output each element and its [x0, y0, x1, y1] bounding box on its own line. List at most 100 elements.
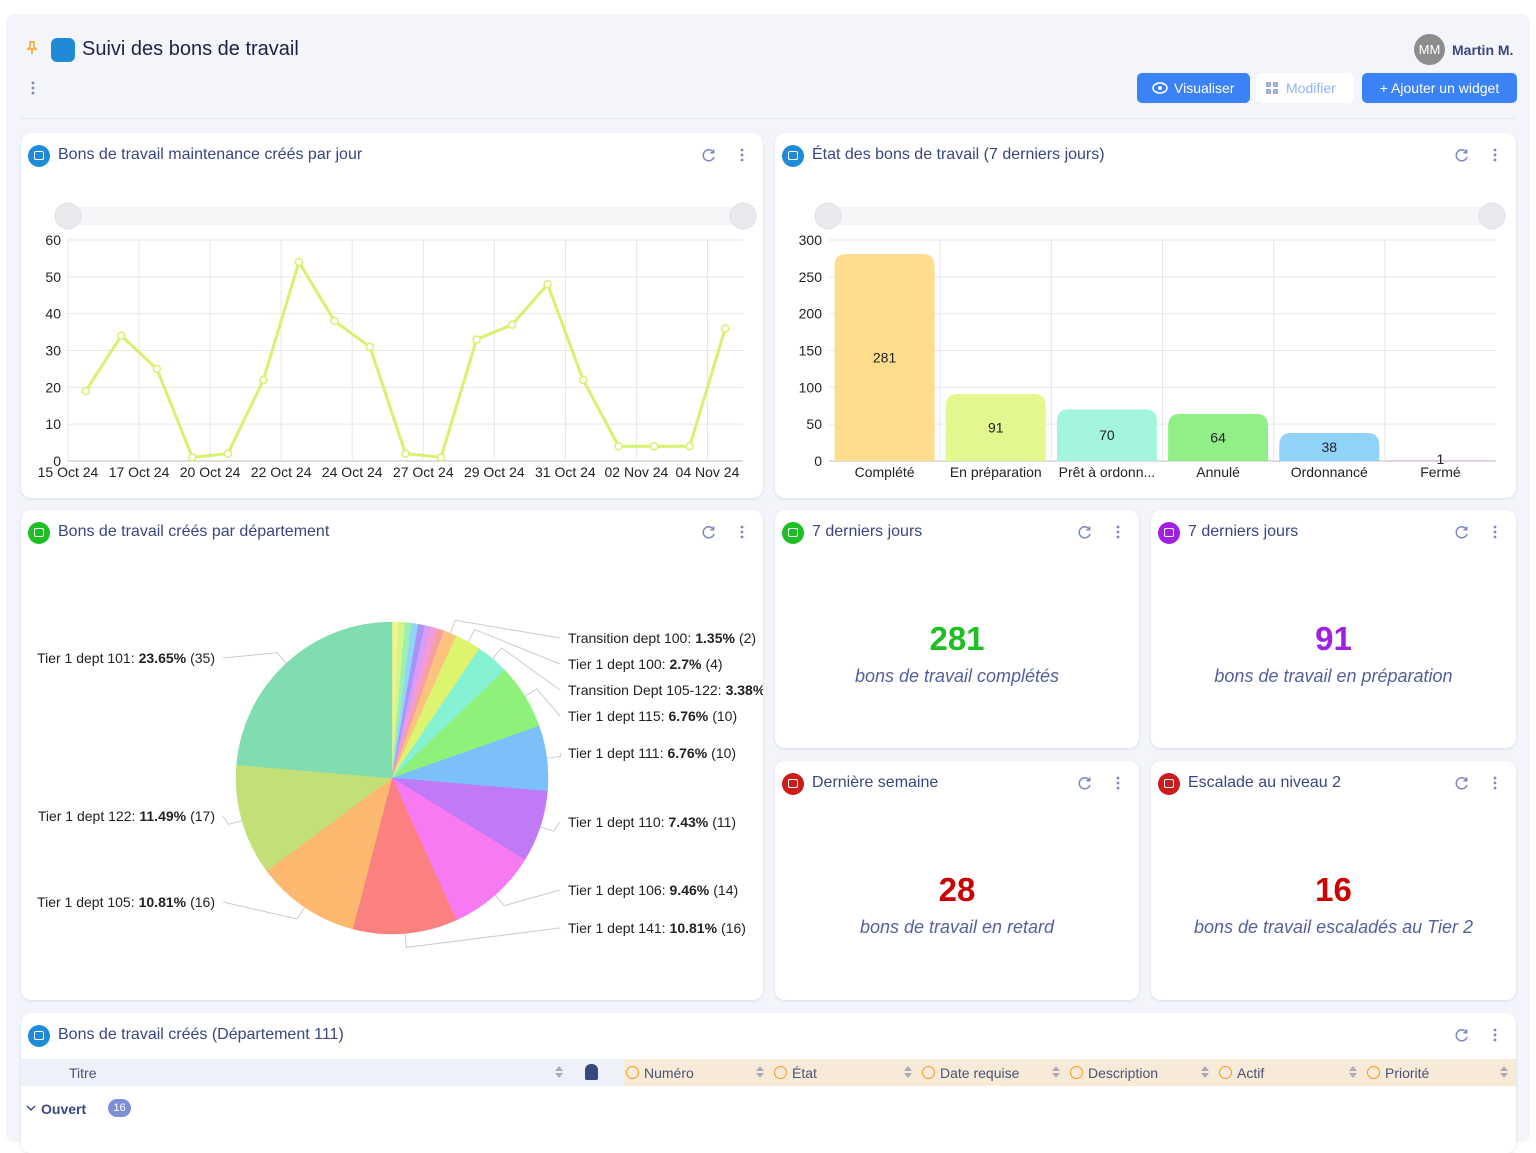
- column-header[interactable]: Numéro: [644, 1065, 694, 1081]
- pin-icon[interactable]: [24, 40, 40, 56]
- eye-icon: [1152, 82, 1168, 94]
- dot: [1493, 148, 1497, 152]
- pie-label-value: (16): [721, 920, 746, 936]
- pie-slice: [352, 777, 457, 935]
- kebab-icon[interactable]: [1493, 1028, 1497, 1042]
- pie-label-percent: 3.38%: [726, 682, 763, 698]
- reload-icon[interactable]: [1455, 1029, 1468, 1042]
- reload-icon[interactable]: [1078, 526, 1091, 539]
- dot: [1493, 525, 1497, 529]
- column-header[interactable]: Priorité: [1385, 1065, 1430, 1081]
- x-tick-label: 17 Oct 24: [109, 464, 170, 480]
- pie-label-name: Tier 1 dept 101:: [37, 650, 135, 666]
- y-tick-label: 300: [799, 232, 823, 248]
- pie-label: Tier 1 dept 105: 10.81% (16): [37, 894, 215, 910]
- sort-icon: [1349, 1066, 1357, 1071]
- point: [436, 453, 446, 462]
- x-tick-label: Fermé: [1420, 464, 1461, 480]
- column-header[interactable]: Date requise: [940, 1065, 1020, 1081]
- leader-line: [546, 752, 562, 759]
- point: [614, 442, 623, 451]
- point: [543, 279, 552, 289]
- dot: [1493, 781, 1497, 785]
- kpi-caption: bons de travail escaladés au Tier 2: [1194, 917, 1473, 937]
- column-icon: [774, 1066, 787, 1079]
- pie-slice: [391, 777, 526, 921]
- zoom-slider[interactable]: [815, 207, 1505, 225]
- x-tick-label: 04 Nov 24: [676, 464, 740, 480]
- column-header[interactable]: État: [792, 1065, 817, 1081]
- group-label[interactable]: Ouvert: [41, 1101, 87, 1117]
- column-header[interactable]: Description: [1088, 1065, 1159, 1081]
- app-icon: [51, 38, 75, 62]
- dot: [740, 530, 744, 534]
- value-label: 70: [1099, 427, 1115, 443]
- reload-icon[interactable]: [1455, 526, 1468, 539]
- value-label: 1: [1437, 451, 1445, 467]
- column-header[interactable]: Actif: [1237, 1065, 1265, 1081]
- sort-icon: [756, 1066, 764, 1071]
- menu-icon[interactable]: [28, 80, 38, 96]
- pie-label-value: (17): [190, 808, 215, 824]
- kebab-icon[interactable]: [740, 148, 744, 162]
- kebab-icon[interactable]: [1116, 776, 1120, 790]
- column-header[interactable]: Titre: [69, 1065, 97, 1081]
- kpi-caption: bons de travail complétés: [854, 666, 1060, 686]
- zoom-handle[interactable]: [1478, 202, 1506, 230]
- pie-label-name: Tier 1 dept 141:: [568, 920, 666, 936]
- column-icon: [1070, 1066, 1083, 1079]
- reload-icon[interactable]: [702, 526, 715, 539]
- line-chart: 0 10 20 30 40 50 60 15 Oct 24 17 Oct 24 20 Oct 24…: [38, 202, 757, 480]
- widget-tools: [1455, 776, 1497, 790]
- pie-label-name: Tier 1 dept 122:: [38, 808, 136, 824]
- zoom-slider[interactable]: [55, 207, 756, 225]
- dot: [1493, 153, 1497, 157]
- kpi-value: 28: [938, 871, 976, 908]
- pie-slice: [235, 764, 393, 872]
- zoom-handle[interactable]: [814, 202, 842, 230]
- sort-icon: [555, 1066, 563, 1071]
- widget-icon: [782, 773, 804, 795]
- kebab-icon[interactable]: [1493, 776, 1497, 790]
- widget-icon: [28, 145, 50, 167]
- pie-label-name: Tier 1 dept 106:: [568, 882, 666, 898]
- user-name[interactable]: Martin M.: [1452, 42, 1514, 58]
- reload-icon[interactable]: [702, 149, 715, 162]
- widget-tools: [1455, 525, 1497, 539]
- reload-icon[interactable]: [1078, 777, 1091, 790]
- leader-line: [404, 927, 561, 948]
- kebab-icon[interactable]: [740, 525, 744, 539]
- widget-title: Bons de travail créés par département: [58, 523, 330, 540]
- collapse-icon[interactable]: [26, 1103, 36, 1113]
- view-button[interactable]: Visualiser: [1137, 73, 1250, 103]
- kebab-icon[interactable]: [1493, 525, 1497, 539]
- bar: [1168, 413, 1269, 461]
- kebab-icon[interactable]: [1493, 148, 1497, 162]
- widget-icon: [1158, 522, 1180, 544]
- sort-icon: [1052, 1066, 1060, 1071]
- line: [84, 258, 727, 459]
- reload-icon[interactable]: [1455, 777, 1468, 790]
- column-icon: [922, 1066, 935, 1079]
- kebab-icon[interactable]: [1116, 525, 1120, 539]
- kpi-card: Escalade au niveau 2 16 bons de travail …: [1151, 761, 1516, 1000]
- zoom-handle[interactable]: [54, 202, 82, 230]
- x-tick-label: Ordonnancé: [1291, 464, 1368, 480]
- kpi-card: 7 derniers jours 281 bons de travail com…: [775, 510, 1139, 748]
- dot: [740, 153, 744, 157]
- reload-icon[interactable]: [1455, 149, 1468, 162]
- widget-icon: [782, 522, 804, 544]
- group-count: 16: [108, 1099, 131, 1117]
- sort-icon: [1349, 1073, 1357, 1078]
- avatar[interactable]: MM: [1414, 34, 1445, 65]
- point: [117, 331, 126, 341]
- y-tick-label: 250: [799, 269, 823, 285]
- y-tick-label: 200: [799, 306, 823, 322]
- x-tick-label: 29 Oct 24: [464, 464, 525, 480]
- x-tick-label: Complété: [855, 464, 915, 480]
- add-widget-button[interactable]: + Ajouter un widget: [1362, 73, 1517, 103]
- zoom-handle[interactable]: [729, 202, 757, 230]
- dot: [740, 148, 744, 152]
- edit-button[interactable]: Modifier: [1256, 73, 1354, 103]
